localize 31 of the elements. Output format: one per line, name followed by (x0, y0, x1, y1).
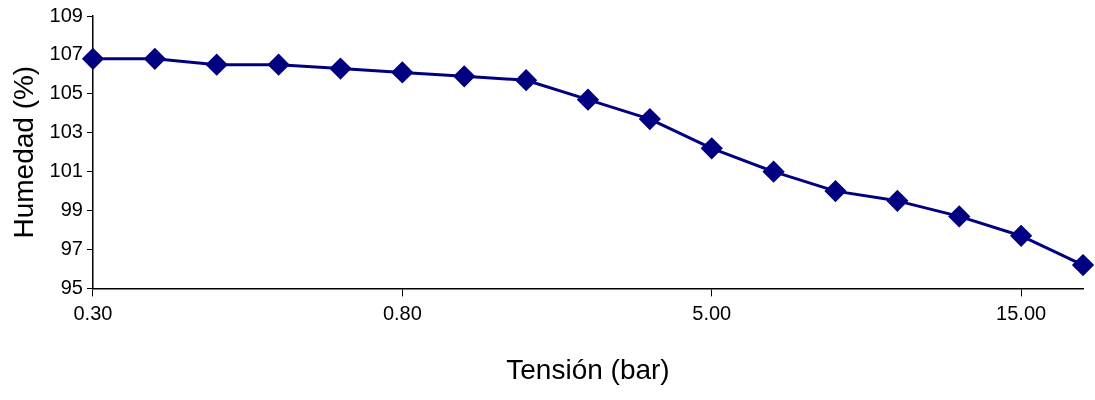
x-axis-title: Tensión (bar) (506, 353, 670, 385)
point (329, 58, 351, 80)
y-tick-label: 103 (49, 120, 83, 143)
x-tick-label: 0.30 (73, 301, 113, 324)
point (948, 205, 970, 227)
x-tick-label: 15.00 (996, 301, 1047, 324)
point (453, 65, 475, 87)
point (639, 108, 661, 130)
point (1072, 254, 1094, 276)
point (763, 161, 785, 183)
point (824, 180, 846, 202)
point (701, 137, 723, 159)
y-tick-label: 109 (49, 3, 83, 26)
y-tick-label: 101 (49, 159, 83, 182)
point (144, 48, 166, 70)
y-tick-label: 105 (49, 81, 83, 104)
point (206, 54, 228, 76)
point (515, 69, 537, 91)
y-tick-label: 99 (60, 198, 83, 221)
y-axis-title: Humedad (%) (7, 65, 39, 239)
point (1010, 225, 1032, 247)
point (268, 54, 290, 76)
point (886, 190, 908, 212)
x-tick-label: 5.00 (692, 301, 732, 324)
point (577, 89, 599, 111)
y-tick-label: 107 (49, 42, 83, 65)
point (82, 48, 104, 70)
y-tick-label: 97 (60, 237, 83, 259)
y-tick-label: 95 (60, 275, 83, 298)
x-tick-label: 0.80 (382, 301, 422, 324)
point (391, 61, 413, 83)
